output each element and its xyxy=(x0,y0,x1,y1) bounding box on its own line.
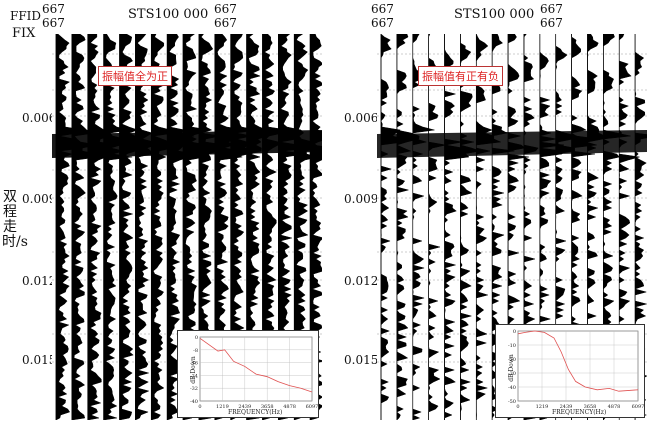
reflector-band xyxy=(377,130,647,158)
left-spectrum-plot: 0-8-16-24-32-400 1219 2439 3658 4878 6097 xyxy=(190,335,318,410)
right-inset-ytick-label: -20 xyxy=(508,357,516,363)
left-fix-value-1: 667 xyxy=(42,16,65,30)
seismic-trace xyxy=(411,34,435,420)
right-inset-ytick-label: -30 xyxy=(508,371,516,377)
left-y-tick-0012: 0.012 xyxy=(22,274,57,288)
left-inset-xlabel: FREQUENCY(Hz) xyxy=(228,409,283,416)
y-axis-label: 双程走时/s xyxy=(2,189,28,250)
right-spectrum-inset: 0 -10 -20 -30 -40 -50 0 1219 2439 3658 4878 6097 dB… xyxy=(495,324,645,418)
left-ffid-value-1: 667 xyxy=(42,2,65,16)
left-seismic-panel: 振幅值全为正 0 -8 -16 -24 -32 -40 0 1219 2439 3658 4878 6… xyxy=(52,34,322,420)
left-y-tick-0015: 0.015 xyxy=(22,353,57,367)
seismic-trace xyxy=(475,34,502,420)
ffid-label: FFID xyxy=(10,9,42,23)
right-inset-xtick-label: 3658 xyxy=(584,404,597,410)
right-fix-value-2: 667 xyxy=(540,16,563,30)
left-inset-xtick-label: 0 xyxy=(198,404,201,410)
right-inset-xtick-label: 0 xyxy=(516,404,519,410)
left-station-label: STS100 000 xyxy=(128,7,209,22)
left-inset-ytick-label: -40 xyxy=(190,399,198,405)
right-inset-xtick-label: 2439 xyxy=(560,404,573,410)
fix-label: FIX xyxy=(12,26,36,41)
left-inset-xtick-label: 6097 xyxy=(306,404,318,410)
right-inset-ytick-label: -40 xyxy=(508,385,516,391)
reflector-band xyxy=(52,130,322,158)
right-inset-ylabel: dB Down xyxy=(507,354,515,382)
right-inset-ytick-label: -10 xyxy=(508,343,516,349)
right-ffid-value-2: 667 xyxy=(540,2,563,16)
seismic-trace xyxy=(166,34,199,420)
right-y-tick-0012: 0.012 xyxy=(344,274,379,288)
right-spectrum-plot: 0-10-20-30-40-500 1219 2439 3658 4878 6097 xyxy=(508,329,644,410)
right-station-label: STS100 000 xyxy=(454,7,535,22)
right-fix-value-1: 667 xyxy=(371,16,394,30)
seismic-trace xyxy=(87,34,118,420)
left-y-tick-0006: 0.006 xyxy=(22,111,57,125)
right-inset-xtick-label: 1219 xyxy=(536,404,549,410)
right-inset-ytick-label: 0 xyxy=(513,329,516,335)
left-inset-plot-frame xyxy=(199,336,313,402)
right-inset-xtick-label: 4878 xyxy=(608,404,621,410)
right-inset-ytick-label: -50 xyxy=(508,399,516,405)
right-y-tick-0006: 0.006 xyxy=(344,111,379,125)
left-inset-spectrum-curve xyxy=(199,337,313,393)
right-seismic-panel: 振幅值有正有负 0 -10 -20 -30 -40 -50 0 1219 2439 3658 487… xyxy=(377,34,647,420)
right-inset-plot-frame xyxy=(517,330,639,402)
right-inset-xtick-label: 6097 xyxy=(632,404,644,410)
left-inset-xtick-label: 3658 xyxy=(261,404,274,410)
left-ffid-value-2: 667 xyxy=(214,2,237,16)
left-inset-ytick-label: -8 xyxy=(193,348,198,354)
left-inset-xtick-label: 1219 xyxy=(216,404,229,410)
left-spectrum-inset: 0 -8 -16 -24 -32 -40 0 1219 2439 3658 4878 6097 dB … xyxy=(177,330,319,418)
left-inset-ytick-label: -24 xyxy=(190,373,198,379)
right-inset-xlabel: FREQUENCY(Hz) xyxy=(552,409,607,416)
left-fix-value-2: 667 xyxy=(214,16,237,30)
right-annotation: 振幅值有正有负 xyxy=(418,66,503,86)
seismic-trace xyxy=(396,34,420,420)
right-y-tick-0015: 0.015 xyxy=(344,353,379,367)
left-y-tick-0009: 0.009 xyxy=(22,192,57,206)
left-inset-ytick-label: -32 xyxy=(190,386,198,392)
left-inset-ytick-label: 0 xyxy=(195,335,198,341)
left-inset-ylabel: dB Down xyxy=(189,356,197,384)
left-inset-xtick-label: 2439 xyxy=(238,404,251,410)
seismic-trace xyxy=(135,34,156,420)
left-inset-ytick-label: -16 xyxy=(190,361,198,367)
left-inset-xtick-label: 4878 xyxy=(283,404,296,410)
seismic-trace xyxy=(119,34,143,420)
right-inset-spectrum-curve xyxy=(517,330,639,392)
right-ffid-value-1: 667 xyxy=(371,2,394,16)
right-y-tick-0009: 0.009 xyxy=(344,192,379,206)
seismic-trace xyxy=(71,34,99,420)
left-annotation: 振幅值全为正 xyxy=(98,66,172,86)
